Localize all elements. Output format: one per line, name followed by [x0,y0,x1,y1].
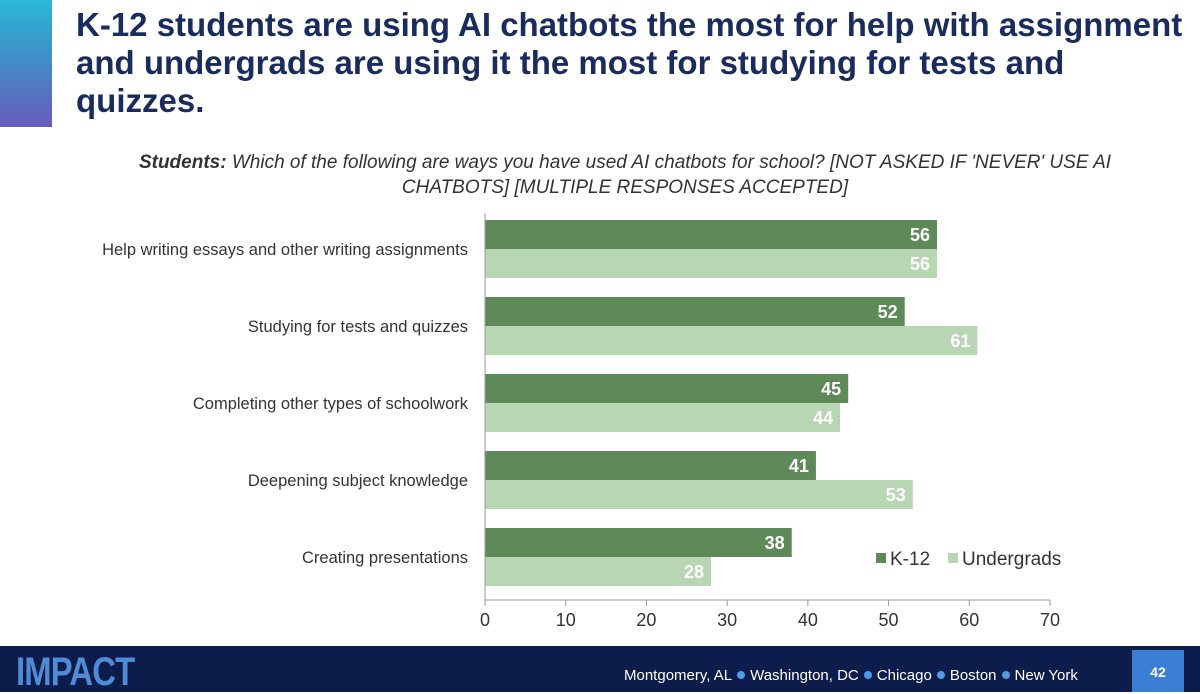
data-label: 38 [765,533,785,553]
category-label: Deepening subject knowledge [248,472,468,490]
legend-swatch-k12 [876,553,886,563]
bar-undergrads [485,249,937,278]
office-city: Washington, DC [750,667,859,684]
separator-dot-icon [863,671,872,679]
office-city: Montgomery, AL [624,667,733,684]
question-lead: Students: [138,152,227,173]
data-label: 56 [910,254,930,274]
office-city: Boston [949,667,997,684]
question-text: Students: Which of the following are way… [100,150,1150,200]
data-label: 28 [684,562,704,582]
category-label: Creating presentations [302,549,468,567]
separator-dot-icon [936,671,945,679]
x-tick-label: 60 [959,610,979,630]
x-tick-label: 0 [480,610,490,630]
footer-bar [0,646,1200,692]
question-body: Which of the following are ways you have… [226,152,1112,198]
x-tick-label: 50 [879,610,899,630]
title-accent-bar [0,0,52,127]
data-label: 56 [910,225,930,245]
category-label: Completing other types of schoolwork [193,395,469,413]
data-label: 41 [789,456,809,476]
office-locations: Montgomery, AL Washington, DC Chicago Bosto… [624,667,1078,684]
legend-label: K-12 [890,549,930,570]
bar-undergrads [485,557,711,586]
separator-dot-icon [737,671,746,679]
office-city: Chicago [876,667,932,684]
impact-logo: IMPACT [16,650,135,694]
slide-title: K-12 students are using AI chatbots the … [76,6,1183,119]
bar-k12 [485,297,905,326]
bar-chart: Help writing essays and other writing as… [102,213,1061,630]
separator-dot-icon [1001,671,1010,679]
x-tick-label: 20 [636,610,656,630]
legend-label: Undergrads [962,549,1061,570]
x-tick-label: 40 [798,610,818,630]
data-label: 45 [821,379,841,399]
bar-k12 [485,374,849,403]
x-tick-label: 70 [1040,610,1060,630]
bar-undergrads [485,480,913,509]
x-tick-label: 10 [556,610,576,630]
office-city: New York [1014,667,1078,684]
legend-swatch-undergrads [948,553,958,563]
category-label: Help writing essays and other writing as… [102,241,468,259]
data-label: 61 [950,331,970,351]
bar-undergrads [485,326,978,355]
bar-k12 [485,528,792,557]
page-number: 42 [1132,650,1184,692]
bar-undergrads [485,403,841,432]
bar-k12 [485,220,937,249]
data-label: 44 [813,408,833,428]
data-label: 53 [886,485,906,505]
bar-k12 [485,451,816,480]
data-label: 52 [878,302,898,322]
category-label: Studying for tests and quizzes [248,318,468,336]
x-tick-label: 30 [717,610,737,630]
